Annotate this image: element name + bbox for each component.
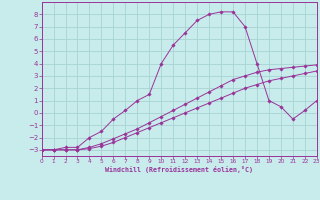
X-axis label: Windchill (Refroidissement éolien,°C): Windchill (Refroidissement éolien,°C) — [105, 166, 253, 173]
